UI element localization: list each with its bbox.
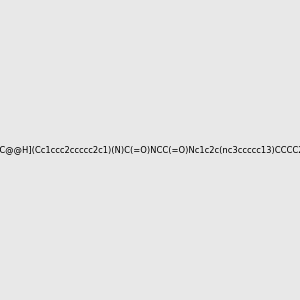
Text: [C@@H](Cc1ccc2ccccc2c1)(N)C(=O)NCC(=O)Nc1c2c(nc3ccccc13)CCCC2: [C@@H](Cc1ccc2ccccc2c1)(N)C(=O)NCC(=O)Nc… [0,146,300,154]
